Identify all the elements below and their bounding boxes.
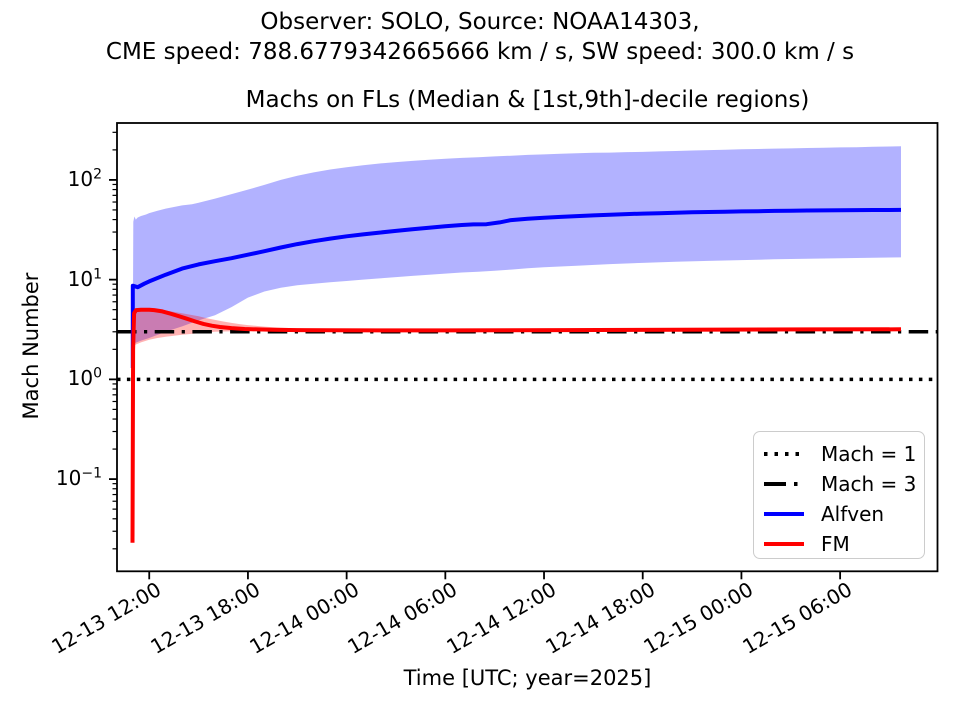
suptitle-line-2: CME speed: 788.6779342665666 km / s, SW … <box>105 39 855 65</box>
fm-median-line <box>130 307 902 543</box>
suptitle-line-1: Observer: SOLO, Source: NOAA14303, <box>260 9 700 35</box>
axes-title: Machs on FLs (Median & [1st,9th]-decile … <box>245 87 810 113</box>
legend-row-mach-1: Mach = 1 <box>763 439 924 469</box>
legend-label: Mach = 3 <box>821 472 917 496</box>
figure-suptitle: Observer: SOLO, Source: NOAA14303, CME s… <box>0 7 960 67</box>
alfven-median-line <box>130 207 902 368</box>
y-tick-label-3: 10−1 <box>55 465 102 491</box>
legend-label: Mach = 1 <box>821 442 917 466</box>
legend-line-sample <box>764 512 804 516</box>
y-tick-label-0: 102 <box>67 166 102 191</box>
legend-row-alfven: Alfven <box>763 499 924 529</box>
alfven-decile-band <box>132 146 902 380</box>
legend-label: Alfven <box>821 502 885 526</box>
legend: Mach = 1 Mach = 3 Alfven FM <box>753 431 925 559</box>
legend-label: FM <box>821 532 850 556</box>
legend-line-sample <box>764 452 804 456</box>
legend-line-sample <box>764 542 804 546</box>
x-axis-label: Time [UTC; year=2025] <box>403 666 652 690</box>
y-tick-label-2: 100 <box>67 365 102 391</box>
legend-line-sample <box>764 482 804 486</box>
axes-spines <box>116 122 939 573</box>
legend-row-mach-3: Mach = 3 <box>763 469 924 499</box>
y-tick-label-1: 101 <box>67 265 102 291</box>
legend-row-fm: FM <box>763 529 924 559</box>
